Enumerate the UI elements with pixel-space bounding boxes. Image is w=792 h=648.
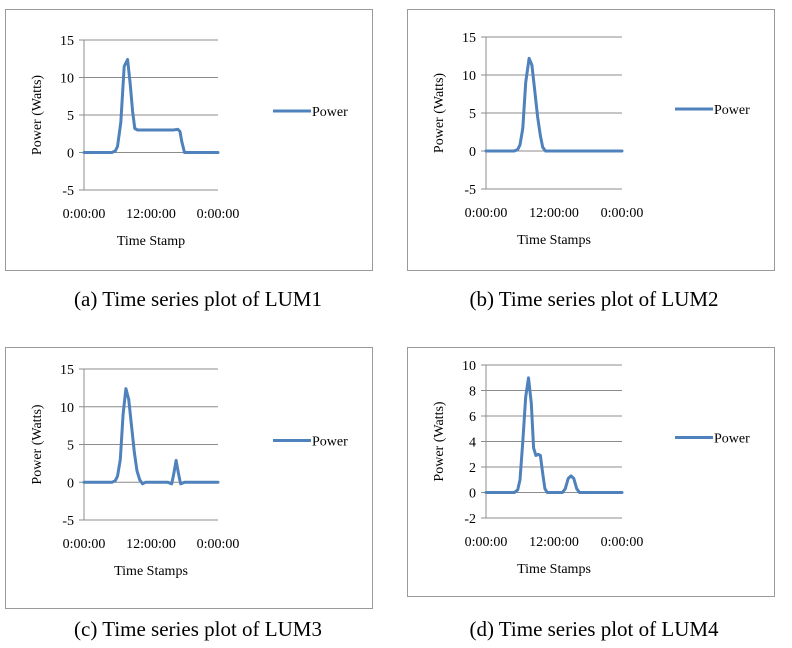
series-line-power — [484, 56, 624, 153]
y-tick-label: 0 — [469, 487, 476, 502]
chart-panel-a: 15 10 5 0 -5 0:00:00 12:00:00 0:00:00 Time Stamp… — [5, 9, 373, 271]
y-tick-label: 4 — [469, 436, 476, 451]
caption-b: (b) Time series plot of LUM2 — [469, 287, 719, 311]
legend-label: Power — [312, 435, 348, 450]
chart-panel-c: 15 10 5 0 -5 0:00:00 12:00:00 0:00:00 Time Stamp… — [5, 347, 373, 609]
y-axis-label: Power (Watts) — [30, 75, 45, 155]
y-tick-label: 8 — [469, 385, 476, 400]
y-tick-label: 6 — [469, 410, 476, 425]
y-tick-label: 5 — [469, 107, 476, 122]
y-axis-label: Power (Watts) — [432, 73, 447, 153]
y-tick-label: 15 — [462, 31, 476, 46]
x-tick-label: 0:00:00 — [465, 535, 508, 550]
y-tick-label: -5 — [62, 514, 74, 529]
x-tick-label: 12:00:00 — [529, 535, 579, 550]
y-tick-label: 5 — [67, 439, 74, 454]
chart-panel-b: 15 10 5 0 -5 0:00:00 12:00:00 0:00:00 Time Stamp… — [407, 9, 775, 271]
y-tick-label: 2 — [469, 461, 476, 476]
x-tick-label: 0:00:00 — [465, 206, 508, 221]
y-tick-label: -2 — [464, 512, 476, 527]
x-tick-label: 0:00:00 — [63, 537, 106, 552]
x-axis-label: Time Stamps — [517, 562, 591, 577]
y-tick-label: 10 — [462, 359, 476, 374]
caption-c: (c) Time series plot of LUM3 — [74, 617, 322, 641]
x-axis-label: Time Stamps — [114, 564, 188, 579]
y-tick-label: 10 — [60, 72, 74, 87]
y-tick-label: 0 — [67, 476, 74, 491]
y-tick-label: 5 — [67, 109, 74, 124]
caption-a: (a) Time series plot of LUM1 — [74, 287, 322, 311]
legend-label: Power — [714, 432, 750, 447]
x-tick-label: 0:00:00 — [601, 535, 644, 550]
y-tick-label: -5 — [464, 183, 476, 198]
x-tick-label: 12:00:00 — [126, 207, 176, 222]
chart-b: 15 10 5 0 -5 0:00:00 12:00:00 0:00:00 Time Stamp… — [432, 31, 750, 248]
caption-d: (d) Time series plot of LUM4 — [469, 617, 719, 641]
chart-d: 10 8 6 4 2 0 -2 0:00:00 12:00:00 0:00:00 Time Stam… — [432, 359, 750, 577]
x-tick-label: 12:00:00 — [529, 206, 579, 221]
legend-label: Power — [714, 103, 750, 118]
chart-c: 15 10 5 0 -5 0:00:00 12:00:00 0:00:00 Time Stamp… — [30, 363, 348, 579]
y-axis-label: Power (Watts) — [30, 404, 45, 484]
x-tick-label: 0:00:00 — [197, 207, 240, 222]
chart-panel-d: 10 8 6 4 2 0 -2 0:00:00 12:00:00 0:00:00 Time Stam… — [407, 347, 775, 597]
x-tick-label: 0:00:00 — [197, 537, 240, 552]
x-axis-label: Time Stamp — [117, 234, 185, 249]
x-axis-label: Time Stamps — [517, 233, 591, 248]
y-tick-label: 15 — [60, 34, 74, 49]
series-line-power — [82, 387, 220, 486]
chart-a: 15 10 5 0 -5 0:00:00 12:00:00 0:00:00 Time Stamp… — [30, 34, 348, 249]
y-tick-label: 10 — [462, 69, 476, 84]
y-tick-label: 0 — [67, 147, 74, 162]
x-tick-label: 0:00:00 — [63, 207, 106, 222]
legend-label: Power — [312, 105, 348, 120]
y-tick-label: 0 — [469, 145, 476, 160]
y-tick-label: -5 — [62, 184, 74, 199]
y-tick-label: 10 — [60, 401, 74, 416]
x-tick-label: 0:00:00 — [601, 206, 644, 221]
x-tick-label: 12:00:00 — [126, 537, 176, 552]
series-line-power — [484, 376, 624, 494]
y-axis-label: Power (Watts) — [432, 401, 447, 481]
y-tick-label: 15 — [60, 363, 74, 378]
series-line-power — [82, 58, 220, 154]
